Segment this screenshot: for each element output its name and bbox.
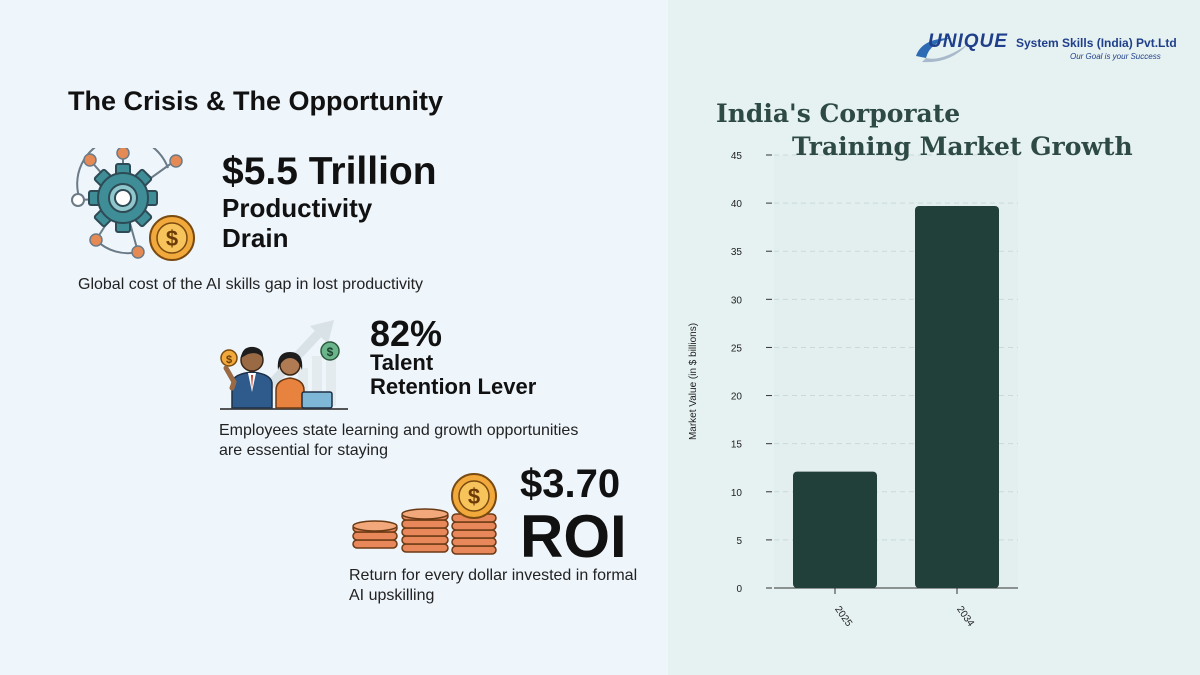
stat-description-retention: Employees state learning and growth oppo… (219, 422, 579, 459)
stat-label-retention: Talent Retention Lever (370, 351, 536, 399)
stat-description-roi: Return for every dollar invested in form… (349, 567, 638, 604)
logo-swoosh-icon (916, 38, 968, 63)
y-tick-label: 10 (731, 488, 743, 499)
section-title: The Crisis & The Opportunity (68, 86, 444, 116)
y-tick-label: 0 (736, 584, 742, 595)
logo-company-name: System Skills (India) Pvt.Ltd (1016, 36, 1177, 50)
coin-stacks-icon: $ (352, 473, 497, 555)
y-tick-label: 25 (731, 343, 743, 354)
stat-value-retention: 82% (370, 313, 443, 354)
y-tick-label: 5 (736, 536, 742, 547)
y-axis-label: Market Value (in $ billions) (688, 323, 699, 440)
y-tick-label: 35 (731, 247, 743, 258)
employees-growth-icon: $ $ (220, 320, 348, 410)
bar-2025 (793, 471, 877, 588)
y-tick-label: 20 (731, 392, 743, 403)
logo-name: UNIQUE (928, 31, 1008, 52)
stat-value-productivity: $5.5 Trillion (222, 150, 437, 193)
stat-label-line: Drain (222, 223, 289, 253)
stat-value-roi: $3.70 (520, 462, 621, 506)
y-tick-label: 40 (731, 199, 743, 210)
svg-text:$: $ (166, 226, 178, 251)
bar-2034 (915, 205, 999, 588)
chart-title-line2: Training Market Growth (792, 132, 1133, 161)
x-tick-label: 2025 (832, 604, 854, 629)
stat-label-roi: ROI (520, 503, 627, 570)
svg-text:$: $ (468, 484, 480, 509)
gear-network-coin-icon: $ (71, 148, 195, 261)
svg-text:$: $ (327, 345, 334, 359)
chart-title-line1: India's Corporate (716, 99, 961, 128)
stat-description-productivity: Global cost of the AI skills gap in lost… (78, 276, 424, 293)
stat-label-productivity: Productivity Drain (222, 193, 372, 253)
svg-text:$: $ (226, 354, 232, 366)
x-tick-label: 2034 (954, 604, 976, 629)
stat-label-line: Talent (370, 350, 434, 375)
y-tick-label: 15 (731, 440, 743, 451)
stat-label-line: Retention Lever (370, 374, 537, 399)
left-panel (0, 0, 668, 675)
stat-label-line: Productivity (222, 193, 373, 223)
logo-tagline: Our Goal is your Success (1070, 52, 1161, 61)
y-tick-label: 45 (731, 151, 743, 162)
y-tick-label: 30 (731, 295, 743, 306)
